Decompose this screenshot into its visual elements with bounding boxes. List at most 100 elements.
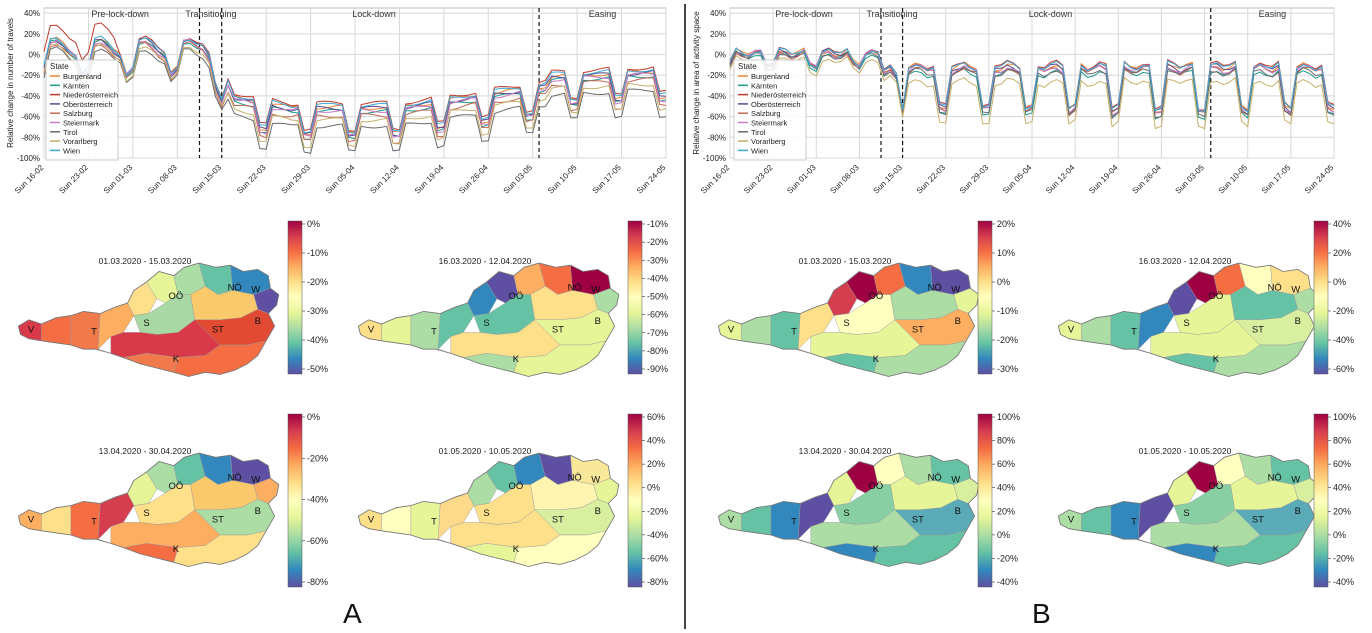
colorbar-tick-label: -30%: [307, 306, 328, 316]
legend-entry: Tirol: [63, 128, 78, 137]
state-label: T: [791, 327, 797, 338]
map-title: 01.05.2020 - 10.05.2020: [439, 446, 532, 456]
state-label: T: [431, 517, 437, 528]
colorbar-tick-label: -10%: [647, 219, 668, 229]
legend-entry: Tirol: [751, 128, 766, 137]
map-b-period-2: V T S K ST OÖ NÖ W B 16.03.2020 - 12.04.2020: [1057, 256, 1320, 377]
colorbar-bar: [977, 413, 993, 588]
chart-b-activity-space: 40% 20% 0% -20% -40% -60% -80% -100%Sun 16-02 Su…: [692, 7, 1336, 196]
y-tick-label: -40%: [707, 92, 726, 101]
state-label: V: [28, 324, 35, 335]
legend-entry: Wien: [751, 146, 768, 155]
colorbar-tick-label: -50%: [647, 292, 668, 302]
state-label: W: [251, 285, 260, 296]
austria-map: V T S K ST OÖ NÖ W B: [1057, 452, 1320, 567]
state-label: W: [591, 285, 600, 296]
state-label: K: [873, 544, 880, 555]
state-label: OÖ: [169, 481, 184, 492]
x-tick-label: Sun 03-05: [502, 163, 535, 196]
state-label: B: [955, 506, 961, 517]
colorbar-b-2: 40% 20% 0% -20% -40% -60%: [1313, 219, 1354, 375]
colorbar-tick-label: 20%: [997, 506, 1015, 516]
map-a-period-1: V T S K ST OÖ NÖ W B 01.03.2020 - 15.03.2020: [17, 256, 280, 377]
colorbar-tick-label: -30%: [647, 255, 668, 265]
map-title: 01.03.2020 - 15.03.2020: [99, 256, 192, 266]
austria-map: V T S K ST OÖ NÖ W B: [357, 262, 620, 377]
austria-map: V T S K ST OÖ NÖ W B: [717, 452, 980, 567]
state-label: S: [1183, 318, 1189, 329]
state-label: B: [595, 506, 601, 517]
district-region: [1081, 315, 1112, 346]
state-label: NÖ: [568, 472, 582, 483]
map-a-period-3: V T S K ST OÖ NÖ W B 13.04.2020 - 30.04.2020: [17, 446, 280, 567]
colorbar-tick-label: 10%: [997, 248, 1015, 258]
map-a-period-2: V T S K ST OÖ NÖ W B 16.03.2020 - 12.04.2020: [357, 256, 620, 377]
state-label: B: [595, 316, 601, 327]
state-label: ST: [212, 514, 224, 525]
colorbar-tick-label: 0%: [1333, 277, 1346, 287]
colorbar-tick-label: -40%: [307, 335, 328, 345]
x-tick-label: Sun 16-02: [699, 163, 732, 196]
colorbar-a-3: 0% -20% -40% -60% -80%: [287, 412, 328, 588]
series-line: [43, 38, 667, 138]
state-label: W: [951, 285, 960, 296]
colorbar-bar: [1313, 220, 1329, 375]
colorbar-bar: [287, 413, 303, 588]
district-region: [41, 315, 72, 346]
panel-label-b: B: [1032, 598, 1051, 629]
state-label: OÖ: [1209, 291, 1224, 302]
map-title: 01.05.2020 - 10.05.2020: [1139, 446, 1232, 456]
state-label: K: [873, 354, 880, 365]
austria-outline: [717, 262, 980, 377]
phase-label: Transitioning: [866, 9, 917, 19]
colorbar-b-3: 100% 80% 60% 40% 20% 0% -20% -40%: [977, 412, 1020, 588]
y-axis-label: Relative change in number of travels: [6, 18, 15, 148]
x-tick-label: Sun 19-04: [1087, 163, 1120, 196]
legend-entry: Niederösterreich: [751, 91, 806, 100]
state-label: V: [728, 514, 735, 525]
x-tick-label: Sun 22-03: [915, 163, 948, 196]
colorbar-tick-label: 80%: [1333, 436, 1351, 446]
state-label: OÖ: [869, 481, 884, 492]
phase-label: Lock-down: [352, 9, 396, 19]
series-line: [43, 46, 667, 154]
legend-entry: Vorarlberg: [751, 137, 786, 146]
y-axis-label: Relative change in area of activity spac…: [692, 11, 701, 155]
colorbar-tick-label: 20%: [1333, 248, 1351, 258]
colorbar-tick-label: -20%: [307, 277, 328, 287]
x-tick-label: Sun 26-04: [457, 163, 490, 196]
colorbar-tick-label: -30%: [997, 364, 1018, 374]
colorbar-tick-label: -60%: [647, 553, 668, 563]
series-line: [43, 43, 667, 149]
colorbar-b-1: 20% 10% 0% -10% -20% -30%: [977, 219, 1018, 375]
panel-label-a: A: [343, 598, 362, 629]
chart-a-travels: 40% 20% 0% -20% -40% -60% -80% -100%Sun 16-02 Su…: [6, 7, 668, 196]
state-label: S: [843, 508, 849, 519]
x-tick-label: Sun 05-04: [324, 163, 357, 196]
state-label: V: [728, 324, 735, 335]
austria-outline: [17, 262, 280, 377]
y-tick-label: -100%: [17, 154, 40, 163]
state-label: B: [1295, 506, 1301, 517]
colorbar-b-4: 100% 80% 60% 40% 20% 0% -20% -40%: [1313, 412, 1356, 588]
x-tick-label: Sun 15-03: [872, 163, 905, 196]
state-label: ST: [552, 324, 564, 335]
state-label: K: [173, 354, 180, 365]
phase-label: Easing: [1259, 9, 1287, 19]
state-label: V: [1068, 324, 1075, 335]
state-label: T: [1131, 517, 1137, 528]
colorbar-tick-label: -40%: [1333, 335, 1354, 345]
legend: StateBurgenlandKärntenNiederösterreichOb…: [733, 59, 807, 161]
colorbar-tick-label: 0%: [997, 530, 1010, 540]
state-label: B: [255, 506, 261, 517]
state-label: OÖ: [169, 291, 184, 302]
austria-outline: [357, 262, 620, 377]
district-region: [41, 505, 72, 536]
legend-entry: Burgenland: [751, 72, 789, 81]
phase-label: Lock-down: [1029, 9, 1073, 19]
state-label: NÖ: [228, 472, 242, 483]
colorbar-a-4: 60% 40% 20% 0% -20% -40% -60% -80%: [627, 412, 668, 588]
x-tick-label: Sun 12-04: [1044, 163, 1077, 196]
legend-entry: Salzburg: [63, 109, 93, 118]
x-tick-label: Sun 08-03: [146, 163, 179, 196]
